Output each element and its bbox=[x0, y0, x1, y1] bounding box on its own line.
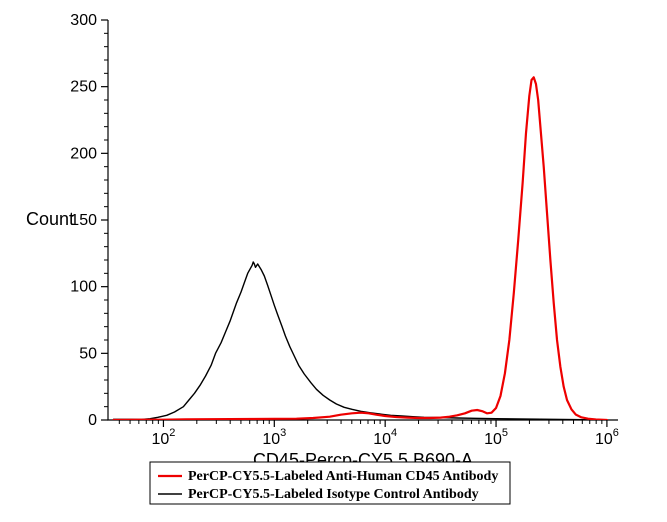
y-tick-label: 0 bbox=[88, 412, 97, 429]
y-tick-label: 50 bbox=[79, 345, 97, 362]
y-tick-label: 150 bbox=[70, 212, 97, 229]
legend-label: PerCP-CY5.5-Labeled Isotype Control Anti… bbox=[188, 487, 479, 502]
y-axis-label: Count bbox=[26, 209, 74, 229]
legend-label: PerCP-CY5.5-Labeled Anti-Human CD45 Anti… bbox=[188, 469, 498, 484]
y-tick-label: 300 bbox=[70, 12, 97, 29]
flow-cytometry-histogram: 050100150200250300Count102103104105106CD… bbox=[0, 0, 667, 522]
y-tick-label: 100 bbox=[70, 279, 97, 296]
chart-container: 050100150200250300Count102103104105106CD… bbox=[0, 0, 667, 522]
y-tick-label: 200 bbox=[70, 145, 97, 162]
y-tick-label: 250 bbox=[70, 79, 97, 96]
